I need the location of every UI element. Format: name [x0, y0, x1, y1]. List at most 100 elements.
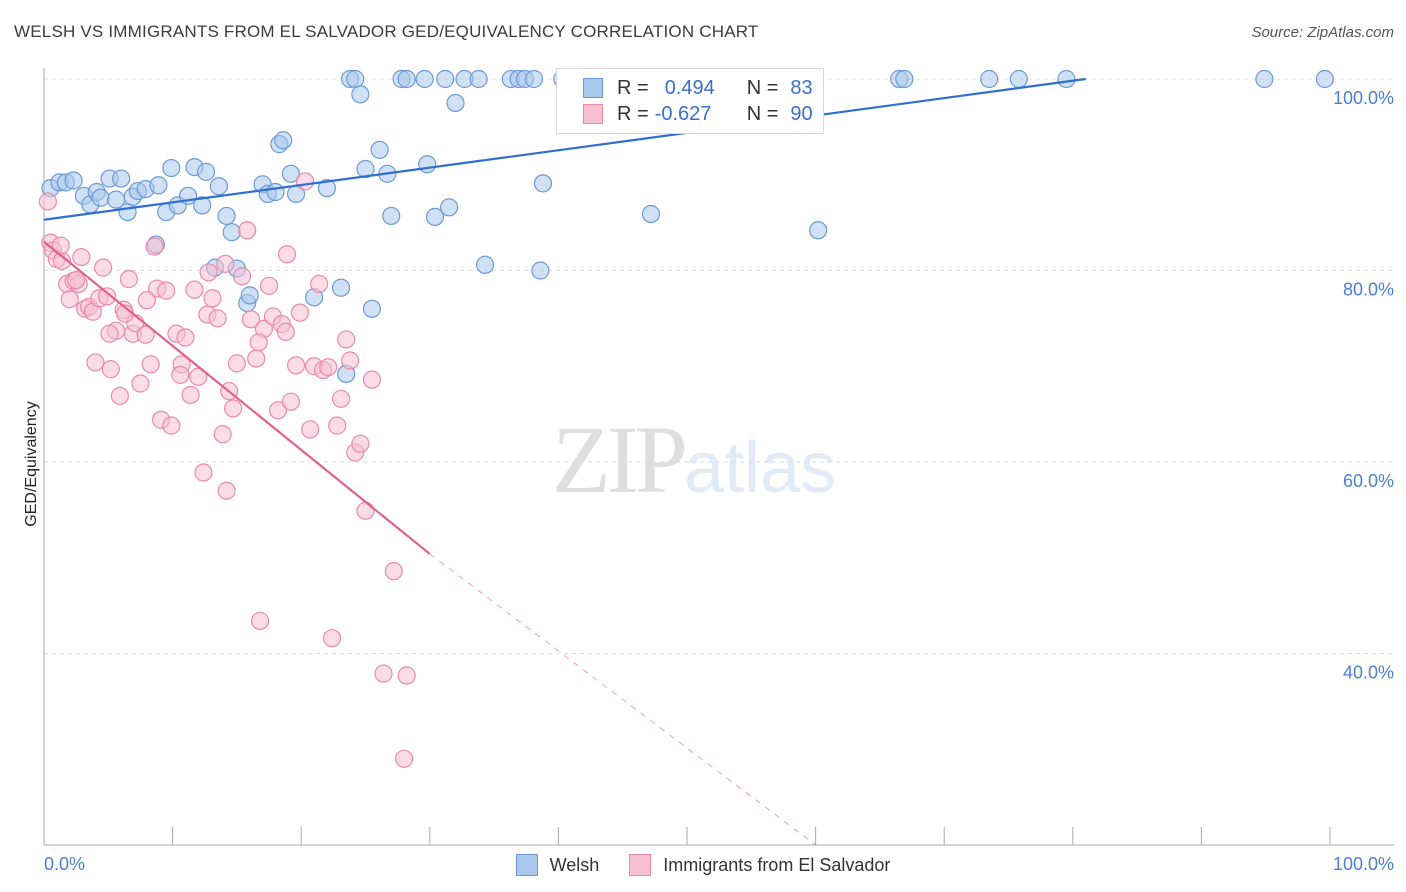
data-point-salvador: [94, 258, 113, 277]
data-point-salvador: [286, 356, 306, 375]
x-tick-label: 0.0%: [44, 854, 85, 874]
data-point-salvador: [394, 749, 414, 768]
data-point-welsh: [524, 69, 544, 89]
data-point-salvador: [331, 389, 351, 408]
data-point-salvador: [290, 303, 310, 322]
data-point-salvador: [356, 501, 375, 520]
legend-r-value: 0.494: [664, 76, 715, 99]
legend-swatch-welsh: [583, 78, 603, 98]
data-point-salvador: [247, 349, 266, 368]
data-point-welsh: [641, 204, 661, 224]
legend-swatch-welsh: [515, 854, 538, 876]
source-credit: Source: ZipAtlas.com: [1251, 24, 1394, 41]
data-point-welsh: [1315, 69, 1334, 89]
chart-title: WELSH VS IMMIGRANTS FROM EL SALVADOR GED…: [14, 22, 759, 41]
data-point-salvador: [60, 290, 79, 309]
data-point-salvador: [97, 287, 117, 306]
data-point-welsh: [317, 179, 337, 198]
data-point-welsh: [436, 69, 455, 89]
data-point-welsh: [193, 196, 212, 215]
data-point-salvador: [141, 355, 160, 374]
data-point-welsh: [980, 69, 999, 89]
data-point-welsh: [217, 206, 236, 226]
data-point-welsh: [346, 69, 365, 89]
legend-label-welsh: Welsh: [549, 854, 600, 875]
trend-line-salvador-extension: [429, 553, 816, 846]
watermark-atlas: atlas: [684, 428, 837, 508]
data-point-welsh: [331, 278, 351, 297]
y-tick-label: 100.0%: [1333, 88, 1394, 108]
y-tick-label: 80.0%: [1343, 280, 1394, 300]
data-point-welsh: [222, 223, 241, 242]
data-point-salvador: [268, 401, 288, 420]
data-point-welsh: [370, 140, 389, 159]
data-point-salvador: [351, 434, 370, 453]
data-point-salvador: [100, 324, 119, 343]
data-point-welsh: [397, 69, 416, 89]
data-point-salvador: [397, 666, 416, 685]
data-point-welsh: [425, 207, 445, 226]
data-point-salvador: [72, 247, 91, 267]
data-point-salvador: [137, 291, 156, 310]
data-point-salvador: [374, 664, 393, 683]
legend-n-value: 90: [790, 102, 813, 125]
legend-r-label: R =: [617, 102, 649, 125]
series-legend: Welsh Immigrants from El Salvador: [0, 852, 1406, 878]
data-point-salvador: [319, 358, 338, 377]
legend-n-label: N =: [746, 102, 779, 125]
data-point-salvador: [238, 221, 257, 240]
data-point-welsh: [162, 158, 181, 178]
data-point-salvador: [340, 351, 360, 370]
data-point-salvador: [337, 330, 356, 349]
legend-n-label: N =: [746, 76, 779, 99]
data-point-salvador: [250, 611, 270, 631]
data-point-salvador: [171, 365, 190, 384]
data-point-welsh: [809, 221, 828, 240]
legend-swatch-salvador: [583, 104, 603, 124]
data-point-salvador: [241, 310, 261, 329]
watermark: ZIPatlas: [552, 404, 836, 515]
data-point-salvador: [295, 172, 315, 191]
data-point-salvador: [310, 274, 329, 294]
data-point-salvador: [176, 328, 195, 347]
y-tick-label: 60.0%: [1343, 471, 1394, 491]
trend-line-welsh: [43, 77, 1086, 221]
legend-n-value: 83: [790, 76, 813, 99]
data-point-welsh: [895, 69, 914, 89]
data-point-welsh: [351, 85, 370, 104]
data-point-salvador: [185, 280, 204, 299]
data-point-salvador: [101, 360, 120, 379]
data-point-salvador: [189, 367, 208, 386]
legend-r-value: -0.627: [654, 102, 712, 125]
data-point-salvador: [157, 281, 176, 300]
data-point-salvador: [86, 353, 105, 372]
data-point-salvador: [217, 481, 236, 500]
data-point-welsh: [362, 299, 382, 318]
data-point-welsh: [274, 131, 293, 150]
data-point-welsh: [439, 198, 459, 217]
data-point-welsh: [209, 177, 228, 196]
data-point-salvador: [110, 386, 129, 406]
data-point-welsh: [356, 159, 375, 179]
data-point-salvador: [162, 416, 181, 435]
data-point-salvador: [213, 425, 232, 444]
data-point-salvador: [131, 374, 150, 393]
data-point-welsh: [475, 255, 495, 274]
data-point-salvador: [194, 463, 213, 482]
data-point-welsh: [266, 182, 285, 202]
data-point-salvador: [38, 192, 57, 211]
data-point-salvador: [227, 354, 246, 373]
data-point-welsh: [118, 202, 137, 222]
data-point-salvador: [223, 399, 243, 418]
data-point-salvador: [322, 629, 342, 648]
data-point-welsh: [149, 176, 168, 195]
data-point-salvador: [199, 263, 218, 282]
data-point-welsh: [446, 93, 465, 113]
data-point-welsh: [112, 169, 131, 188]
legend-r-label: R =: [617, 76, 649, 99]
data-point-salvador: [119, 270, 138, 289]
legend-label-salvador: Immigrants from El Salvador: [663, 854, 891, 875]
data-point-welsh: [415, 69, 434, 89]
data-point-welsh: [1057, 69, 1076, 89]
data-point-welsh: [1255, 69, 1274, 89]
